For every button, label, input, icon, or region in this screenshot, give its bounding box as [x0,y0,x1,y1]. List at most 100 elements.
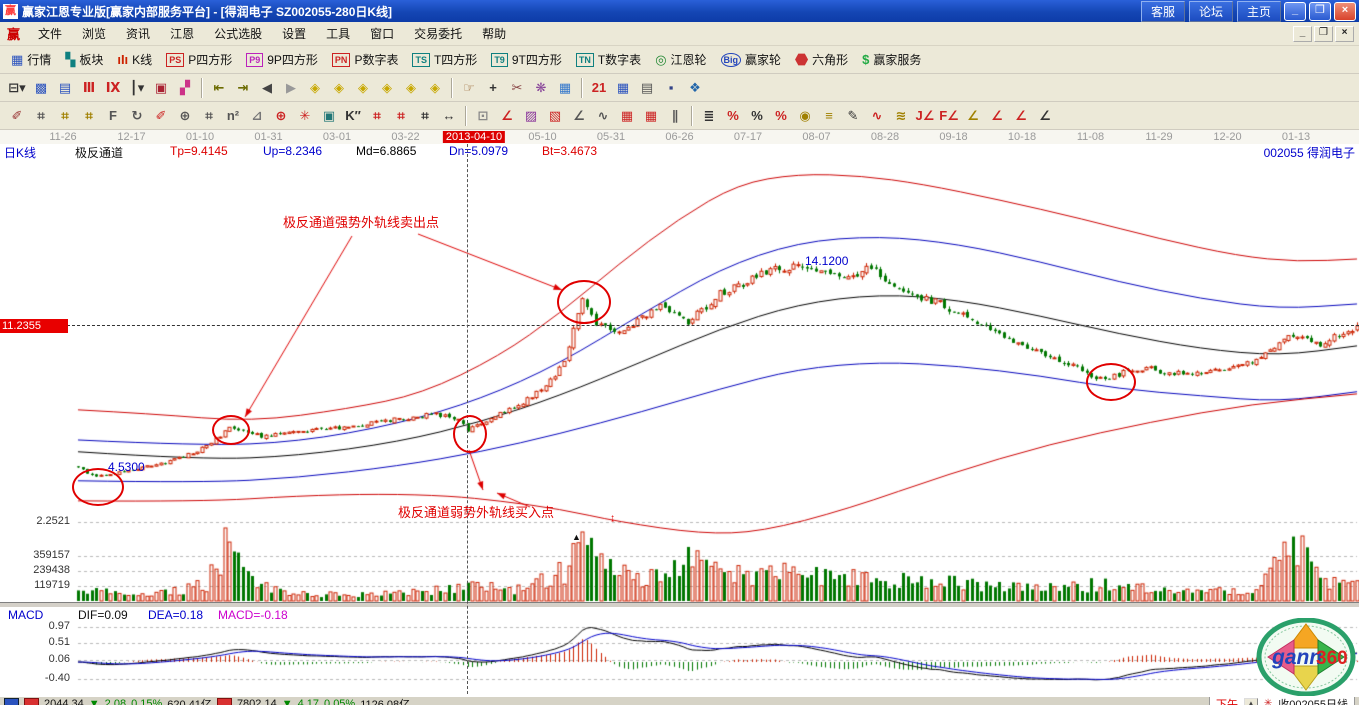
compass-pen-icon[interactable]: ✐ [11,107,23,123]
red-grid-icon[interactable]: ▦ [620,107,634,123]
child-minimize-button[interactable]: _ [1293,25,1312,42]
crosshair-tool-icon[interactable]: + [489,80,497,95]
f-angle-icon[interactable]: F∠ [939,107,959,123]
kline-period-dropdown-icon[interactable]: ⊟▾ [8,79,26,95]
t-number-table-button[interactable]: TN T数字表 [570,49,647,70]
box-anchor-icon[interactable]: ⊡ [477,107,489,123]
calendar-icon[interactable]: 21 [591,80,607,95]
save-icon[interactable]: ▪ [668,80,674,95]
ruler-grid-icon[interactable]: ⌗ [421,107,429,123]
j-angle-icon[interactable]: J∠ [915,107,935,123]
menu-item-7[interactable]: 窗口 [370,27,395,41]
scroll-left-icon[interactable]: ◀ [262,79,272,95]
status-grid-icon[interactable] [4,697,19,705]
gann-box-red-icon[interactable]: ▧ [548,107,562,123]
memo-icon[interactable]: ▤ [640,79,654,95]
diamond-reset-icon[interactable]: ◈ [430,79,440,95]
winner-wheel-button[interactable]: Big 赢家轮 [715,49,788,70]
first-page-icon[interactable]: ⇤ [213,79,225,95]
nine-bars-icon[interactable]: Ⅸ [105,79,121,95]
shen-angle-icon[interactable]: ∠ [991,107,1003,123]
indicator-name[interactable]: 极反通道 [75,146,124,160]
si-angle-icon[interactable]: ∠ [1039,107,1051,123]
sectors-button[interactable]: ▚ 板块 [59,49,109,70]
last-page-icon[interactable]: ⇥ [237,79,249,95]
parallel-lines-icon[interactable]: ∥ [671,107,679,123]
menu-item-8[interactable]: 交易委托 [414,27,463,41]
n-square-icon[interactable]: n² [226,108,240,123]
scroll-up-button[interactable]: ▲ [1243,698,1258,705]
p-number-table-button[interactable]: PN P数字表 [326,49,405,70]
win-grid-icon[interactable]: ⌗ [397,107,405,123]
diamond-shrink-h-icon[interactable]: ◈ [382,79,392,95]
forum-button[interactable]: 论坛 [1188,0,1233,22]
panel-divider[interactable] [0,602,1359,608]
percent-lines-icon[interactable]: % [775,108,787,123]
diamond-expand-h-icon[interactable]: ◈ [358,79,368,95]
time-grid-icon[interactable]: ⌗ [37,107,45,123]
dense-grid-icon[interactable]: ⌗ [205,107,213,123]
gold-lines-icon[interactable]: ≡ [825,108,833,123]
menu-item-9[interactable]: 帮助 [482,27,507,41]
macd-title[interactable]: MACD [8,608,44,622]
menu-item-6[interactable]: 工具 [326,27,351,41]
width-measure-icon[interactable]: ↔ [442,108,456,123]
dual-window-icon[interactable]: ▣ [154,79,168,95]
color-chart-icon[interactable]: ▞ [180,79,190,95]
angle-mirror-icon[interactable]: ⊿ [251,107,263,123]
diamond-expand-v-icon[interactable]: ◈ [406,79,416,95]
shen-grid-icon[interactable]: ⌗ [373,107,381,123]
wave-tool-icon[interactable]: ∿ [597,107,609,123]
gold-grid2-icon[interactable]: ⌗ [85,107,93,123]
menu-item-5[interactable]: 设置 [282,27,307,41]
minimize-button[interactable]: _ [1284,1,1306,21]
customer-service-button[interactable]: 客服 [1140,0,1185,22]
diamond-zoom-out-icon[interactable]: ◈ [310,79,320,95]
hexagon-button[interactable]: 六角形 [789,49,854,70]
percent-icon[interactable]: % [751,108,763,123]
target-circle-icon[interactable]: ⊕ [275,107,287,123]
gann-shape-tool-icon[interactable]: ❋ [535,79,547,95]
restore-button[interactable]: ❐ [1309,1,1331,21]
scroll-right-icon[interactable]: ▶ [286,79,296,95]
erase-tool-icon[interactable]: ✂ [511,79,523,95]
three-bars-icon[interactable]: Ⅲ [82,79,96,95]
quote-list-icon[interactable]: ≣ [703,107,715,123]
gann-fan-red-icon[interactable]: ∠ [501,107,513,123]
win-angle-icon[interactable]: ∠ [1015,107,1027,123]
menu-item-4[interactable]: 公式选股 [214,27,263,41]
quotes-button[interactable]: ▦ 行情 [5,49,57,70]
candle-style-dropdown-icon[interactable]: ⎮▾ [129,79,145,95]
chart-canvas[interactable] [0,130,1359,696]
menu-item-1[interactable]: 浏览 [82,27,107,41]
hand-tool-icon[interactable]: ☞ [463,79,475,95]
winner-service-button[interactable]: $ 赢家服务 [856,49,927,70]
child-restore-button[interactable]: ❐ [1314,25,1333,42]
network-icon[interactable]: ❖ [689,79,701,95]
menu-item-2[interactable]: 资讯 [126,27,151,41]
kline-button[interactable]: ıIı K线 [111,49,158,70]
menu-item-3[interactable]: 江恩 [170,27,195,41]
diamond-zoom-in-icon[interactable]: ◈ [334,79,344,95]
trend-angle-icon[interactable]: ∠ [573,107,585,123]
f-grid-icon[interactable]: F [109,108,117,123]
star-burst-icon[interactable]: ✳ [299,107,311,123]
circle-cross-icon[interactable]: ⊕ [179,107,191,123]
percent-fan-icon[interactable]: % [727,108,739,123]
gann-wheel-button[interactable]: ◎ 江恩轮 [649,49,712,70]
p-square-button[interactable]: PS P四方形 [160,49,238,70]
gold-angle-icon[interactable]: ∠ [967,107,979,123]
9p-square-button[interactable]: P9 9P四方形 [240,49,324,70]
menu-item-0[interactable]: 文件 [38,27,63,41]
homepage-button[interactable]: 主页 [1236,0,1281,22]
t-square-button[interactable]: TS T四方形 [406,49,483,70]
gold-circle-icon[interactable]: ◉ [799,107,811,123]
close-button[interactable]: × [1334,1,1356,21]
gann-fan-purple-icon[interactable]: ▨ [524,107,538,123]
9t-square-button[interactable]: T9 9T四方形 [485,49,568,70]
spiral-icon[interactable]: ↻ [131,107,143,123]
red-compass-icon[interactable]: ✐ [155,107,167,123]
pattern-search-icon[interactable]: ▩ [34,79,48,95]
gold-wave-icon[interactable]: ∿ [871,107,883,123]
info-panel-icon[interactable]: ▤ [58,79,72,95]
